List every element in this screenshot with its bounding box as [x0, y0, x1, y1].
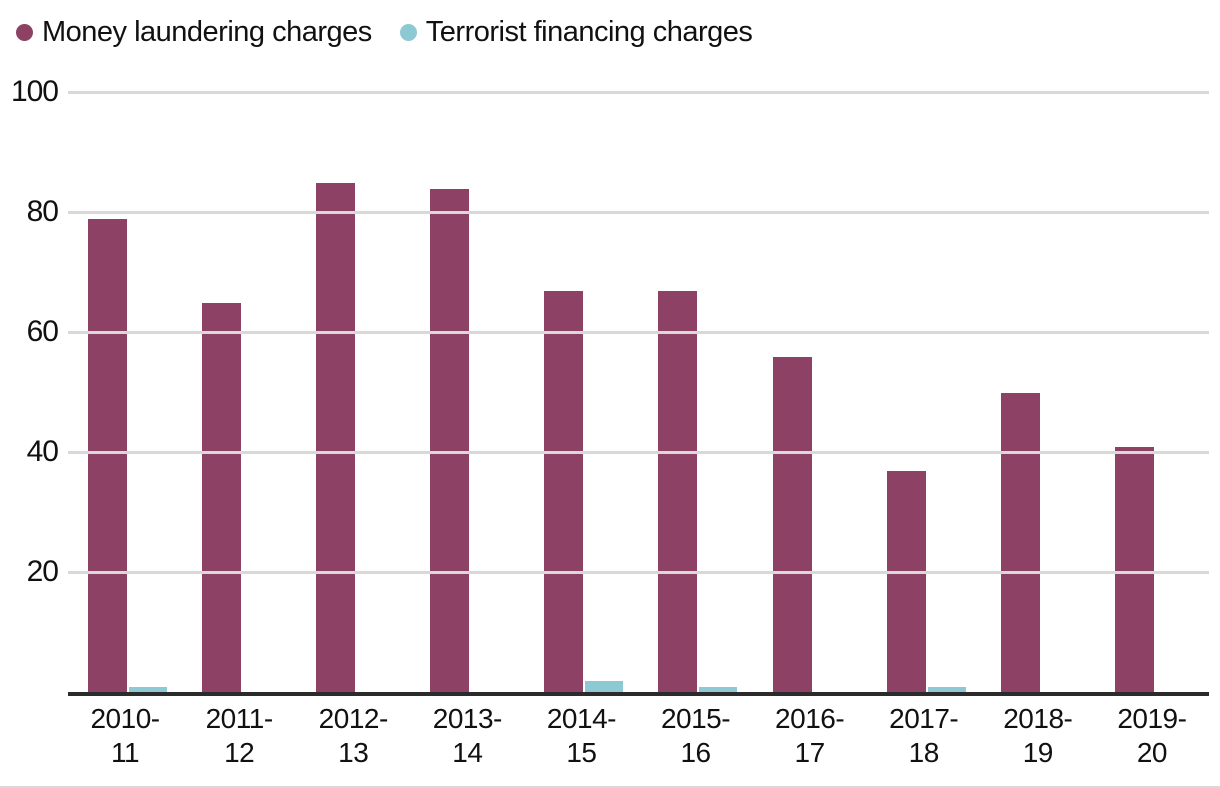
- x-tick-label-2010-11: 2010- 11: [90, 703, 160, 768]
- gridline-80: [68, 211, 1209, 214]
- x-tick-label-2015-16: 2015- 16: [660, 703, 731, 768]
- money-laundering-legend-dot-icon: [16, 23, 33, 41]
- gridline-40: [68, 451, 1209, 454]
- money-laundering-bar-2017-18: [886, 471, 926, 692]
- plot-area: [68, 91, 1209, 696]
- bars-container: [68, 92, 1209, 692]
- x-tick-label-2011-12: 2011- 12: [205, 703, 274, 768]
- bar-group-2015-16: [638, 92, 752, 692]
- bar-group-2016-17: [753, 92, 867, 692]
- bar-group-2010-11: [68, 92, 182, 692]
- terrorist-financing-bar-2010-11: [129, 687, 167, 692]
- y-tick-label-80: 80: [26, 195, 59, 228]
- chart-legend: Money laundering charges Terrorist finan…: [16, 16, 753, 48]
- money-laundering-bar-2016-17: [772, 357, 812, 692]
- money-laundering-bar-2012-13: [316, 183, 356, 692]
- x-tick-label-2012-13: 2012- 13: [318, 703, 389, 768]
- y-tick-label-100: 100: [10, 75, 59, 108]
- bar-group-2013-14: [410, 92, 524, 692]
- x-tick-label-2016-17: 2016- 17: [775, 703, 845, 768]
- y-tick-label-20: 20: [26, 555, 59, 588]
- legend-item-terrorist-financing: Terrorist financing charges: [399, 16, 753, 48]
- x-tick-label-2018-19: 2018- 19: [1003, 703, 1073, 768]
- money-laundering-bar-2015-16: [658, 291, 698, 692]
- gridline-60: [68, 331, 1209, 334]
- legend-label-money-laundering: Money laundering charges: [42, 16, 372, 48]
- bar-group-2014-15: [524, 92, 638, 692]
- bar-group-2017-18: [867, 92, 981, 692]
- x-tick-label-2019-20: 2019- 20: [1117, 703, 1187, 768]
- x-tick-label-2017-18: 2017- 18: [889, 703, 959, 768]
- money-laundering-bar-2019-20: [1114, 447, 1154, 692]
- bottom-divider: [0, 786, 1220, 788]
- bar-group-2011-12: [182, 92, 296, 692]
- terrorist-financing-bar-2017-18: [927, 687, 966, 692]
- gridline-20: [68, 571, 1209, 574]
- y-tick-label-60: 60: [26, 315, 59, 348]
- x-tick-label-2014-15: 2014- 15: [546, 703, 617, 768]
- money-laundering-bar-2014-15: [544, 291, 584, 692]
- terrorist-financing-bar-2014-15: [585, 681, 624, 692]
- bar-group-2019-20: [1095, 92, 1209, 692]
- money-laundering-bar-2018-19: [1000, 393, 1040, 692]
- money-laundering-bar-2010-11: [88, 219, 127, 692]
- terrorist-financing-bar-2015-16: [699, 687, 738, 692]
- money-laundering-bar-2013-14: [430, 189, 470, 692]
- bar-group-2018-19: [981, 92, 1095, 692]
- terrorist-financing-legend-dot-icon: [399, 23, 417, 41]
- x-axis-labels: 2010- 11 2011- 12 2012- 13 2013- 14 2014- 15…: [68, 702, 1209, 770]
- bar-group-2012-13: [296, 92, 410, 692]
- x-tick-label-2013-14: 2013- 14: [432, 703, 503, 768]
- money-laundering-bar-2011-12: [202, 303, 242, 692]
- gridline-100: [68, 91, 1209, 94]
- legend-label-terrorist-financing: Terrorist financing charges: [425, 16, 753, 48]
- y-tick-label-40: 40: [26, 435, 59, 468]
- legend-item-money-laundering: Money laundering charges: [16, 16, 372, 48]
